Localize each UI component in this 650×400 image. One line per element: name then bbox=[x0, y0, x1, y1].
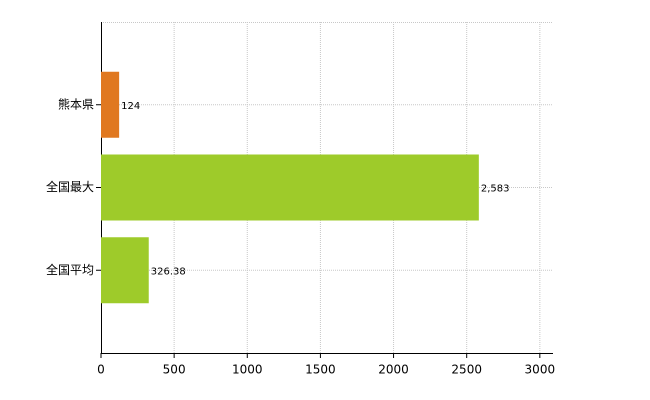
x-tick-label: 500 bbox=[163, 363, 186, 377]
y-tick-label: 熊本県 bbox=[58, 96, 94, 111]
x-tick-label: 2500 bbox=[451, 363, 482, 377]
y-tick-label: 全国平均 bbox=[46, 262, 94, 277]
value-label: 326.38 bbox=[151, 266, 186, 277]
bar bbox=[101, 237, 149, 304]
x-tick-label: 0 bbox=[97, 363, 105, 377]
x-tick-label: 2000 bbox=[378, 363, 409, 377]
value-label: 2,583 bbox=[481, 184, 510, 195]
x-tick-label: 1000 bbox=[232, 363, 263, 377]
value-label: 124 bbox=[121, 101, 140, 112]
bar bbox=[101, 154, 479, 221]
x-tick-label: 1500 bbox=[305, 363, 336, 377]
bar bbox=[101, 71, 120, 138]
x-tick-label: 3000 bbox=[525, 363, 556, 377]
y-tick-label: 全国最大 bbox=[46, 179, 94, 194]
